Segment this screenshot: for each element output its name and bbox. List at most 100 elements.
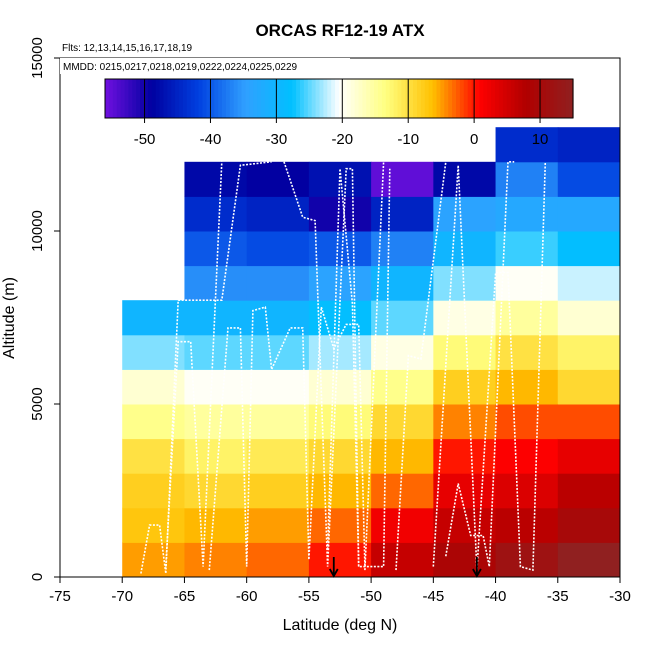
colorbar-frame [104,78,574,119]
y-axis-label: Altitude (m) [1,277,18,359]
flight-track [445,161,515,567]
x-tick-label: -35 [547,588,569,605]
heatmap-cell [557,161,621,197]
heatmap-cell [246,507,310,543]
heatmap-cell [371,300,434,336]
colorbar-segment [307,79,313,118]
colorbar-segment [374,79,379,118]
colorbar-segment [358,79,363,118]
heatmap-cell [246,473,310,509]
colorbar-tick-label: -20 [331,131,353,148]
colorbar-segment [432,79,438,118]
heatmap-cell [495,369,559,405]
heatmap-cell [308,161,372,197]
x-tick-label: -55 [298,588,320,605]
colorbar-segment [514,79,519,118]
colorbar-segment [225,79,231,118]
heatmap-cell [433,438,497,474]
colorbar-segment [124,79,129,118]
colorbar-segment [487,79,492,118]
heatmap-cell [184,542,248,578]
colorbar-segment [456,79,461,118]
heatmap-cell [246,196,310,232]
heatmap-cell [246,265,310,301]
colorbar-segment [261,79,266,118]
colorbar-segment [385,79,391,118]
colorbar-segment [112,79,118,118]
colorbar-segment [128,79,133,118]
heatmap-cell [308,507,372,543]
flights-note: Flts: 12,13,14,15,16,17,18,19 [62,43,193,54]
colorbar-segment [498,79,504,118]
colorbar-segment [300,79,305,118]
heatmap-cell [371,404,434,440]
colorbar-segment [175,79,180,118]
heatmap-cell [495,161,559,197]
colorbar-segment [272,79,278,118]
x-tick-label: -75 [49,588,71,605]
colorbar-segment [459,79,465,118]
heatmap-cell [495,404,559,440]
heatmap-cell [246,404,310,440]
heatmap-cell [122,404,185,440]
heatmap-cell [433,473,497,509]
colorbar-segment [335,79,340,118]
colorbar-tick-label: -30 [266,131,288,148]
flight-track [208,306,366,571]
colorbar-segment [452,79,457,118]
colorbar-segment [557,79,562,118]
heatmap-cell [433,265,497,301]
colorbar-segment [491,79,496,118]
colorbar-tick-label: 0 [470,131,478,148]
heatmap-cell [557,196,621,232]
colorbar-segment [397,79,402,118]
colorbar-segment [413,79,418,118]
heatmap-cell [495,300,559,336]
colorbar-segment [171,79,176,118]
colorbar-tick-label: -10 [397,131,419,148]
x-tick-label: -50 [360,588,382,605]
heatmap-cell [371,231,434,267]
colorbar-segment [183,79,188,118]
colorbar-segment [526,79,531,118]
heatmap-cell [308,196,372,232]
colorbar-segment [502,79,508,118]
heatmap-cell [308,473,372,509]
colorbar-segment [518,79,523,118]
colorbar-tick-label: -40 [200,131,222,148]
markers [328,557,482,578]
heatmap-cell [184,369,248,405]
colorbar-segment [545,79,551,118]
colorbar-segment [553,79,558,118]
colorbar-segment [292,79,297,118]
colorbar-segment [346,79,352,118]
colorbar-segment [405,79,410,118]
colorbar: -50 -40 -30 -20 -10 0 10 [104,78,574,148]
colorbar-segment [541,79,547,118]
colorbar-segment [530,79,535,118]
colorbar-segment [186,79,192,118]
heatmap-cells [122,127,621,578]
heatmap-cell [371,265,434,301]
colorbar-segment [144,79,149,118]
colorbar-segment [428,79,434,118]
colorbar-segment [151,79,157,118]
heatmap-cell [495,334,559,370]
colorbar-segment [342,79,348,118]
heatmap-cell [433,369,497,405]
heatmap-cell [433,542,497,578]
colorbar-segment [140,79,145,118]
heatmap-cell [557,473,621,509]
colorbar-segment [280,79,285,118]
flight-track [326,168,391,568]
heatmap-cell [557,507,621,543]
colorbar-segment [241,79,246,118]
colorbar-segment [284,79,289,118]
heatmap-cell [371,369,434,405]
colorbar-segment [264,79,270,118]
heatmap-cell [557,404,621,440]
colorbar-segment [479,79,484,118]
colorbar-segment [147,79,153,118]
heatmap-cell [495,231,559,267]
